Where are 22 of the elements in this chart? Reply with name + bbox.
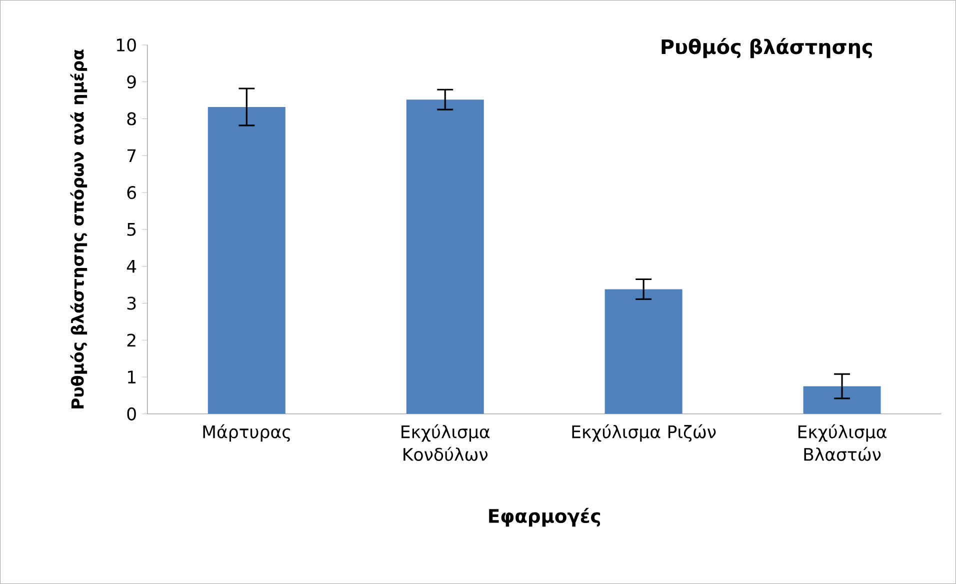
- x-tick-label: Εκχύλισμα Ριζών: [572, 424, 716, 442]
- x-tick-label: Εκχύλισμα Βλαστών: [798, 424, 886, 461]
- y-tick-label: 4: [126, 260, 136, 273]
- y-tick-label: 5: [127, 223, 136, 236]
- y-tick-label: 1: [128, 370, 136, 384]
- y-tick-label: 9: [127, 75, 136, 88]
- x-tick-label: Εκχύλισμα Κονδύλων: [402, 424, 490, 461]
- x-tick-label: Μάρτυρας: [203, 424, 290, 442]
- bar: [604, 289, 682, 414]
- y-tick-label: 3: [127, 296, 136, 310]
- y-tick-label: 10: [116, 38, 136, 52]
- bar: [208, 106, 286, 414]
- x-axis-title: Εφαρμογές: [489, 508, 600, 527]
- y-tick-label: 2: [127, 334, 136, 347]
- y-tick-label: 0: [127, 407, 136, 420]
- bar: [803, 386, 881, 414]
- bar: [406, 100, 484, 414]
- y-tick-label: 6: [127, 186, 136, 200]
- y-tick-label: 8: [127, 112, 136, 126]
- chart-title: Ρυθμός βλάστησης: [662, 38, 872, 58]
- y-axis-title: Ρυθμός βλάστησης σπόρων ανά ημέρα: [70, 50, 88, 408]
- y-tick-label: 7: [128, 149, 136, 162]
